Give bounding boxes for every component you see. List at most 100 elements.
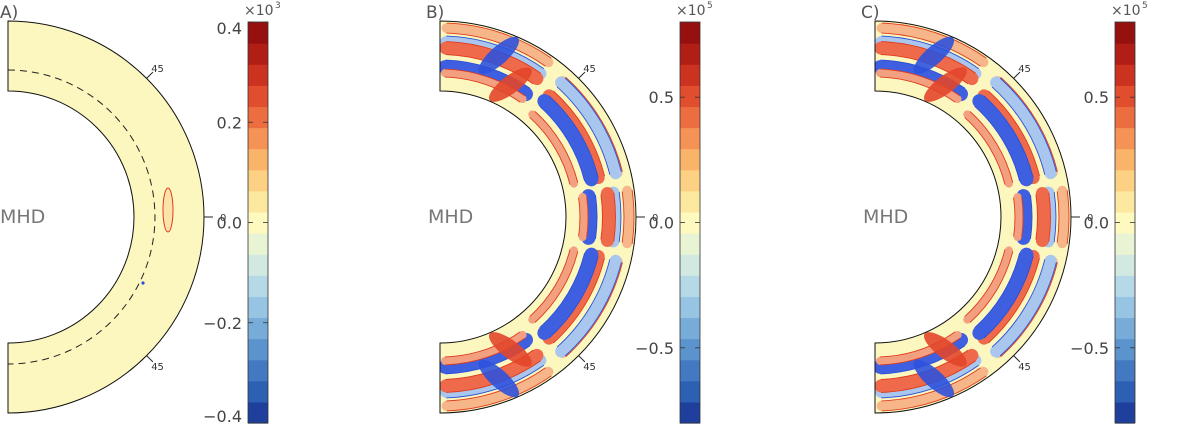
- colorbar: 0.5 0.0 −0.5 ×10 5: [635, 1, 713, 424]
- field-contours: [875, 22, 1070, 412]
- contour-line: [879, 76, 956, 103]
- contour-line: [881, 375, 987, 412]
- colorbar-swatch: [248, 211, 268, 234]
- contour-band: [1016, 189, 1032, 245]
- contour-line: [988, 257, 1040, 344]
- contour-line: [988, 90, 1040, 177]
- contour-negative: [141, 281, 145, 285]
- colorbar-tick-label: 0.5: [649, 88, 674, 107]
- contour-line: [964, 117, 1006, 185]
- latitude-tick: [1013, 71, 1021, 79]
- contour-line: [1056, 191, 1060, 243]
- contour-band: [972, 247, 1034, 340]
- contour-patch: [913, 359, 955, 398]
- colorbar-swatch: [680, 401, 700, 424]
- colorbar-swatch: [680, 127, 700, 150]
- colorbar-swatch: [680, 275, 700, 297]
- contour-band: [876, 69, 962, 103]
- contour-line: [445, 337, 526, 366]
- contour-positive: [162, 187, 174, 233]
- colorbar-tick-label: 0.0: [649, 214, 674, 233]
- contour-line: [969, 111, 1014, 183]
- colorbar-swatch: [1115, 359, 1135, 382]
- contour-patch: [478, 36, 520, 75]
- colorbar-swatch: [1115, 380, 1135, 403]
- colorbar-swatch: [248, 22, 268, 44]
- shell-outline: [439, 20, 637, 414]
- contour-line: [974, 105, 1021, 182]
- colorbar-swatch: [248, 233, 268, 255]
- panel-label: A): [0, 3, 18, 23]
- contour-band: [990, 76, 1057, 180]
- contour-band: [528, 110, 578, 188]
- panel-label: C): [861, 3, 880, 23]
- latitude-label: 45: [583, 64, 596, 75]
- colorbar-swatch: [1115, 254, 1135, 276]
- annotation-label: MHD: [428, 206, 473, 228]
- latitude-label: 0: [652, 213, 658, 224]
- contour-line: [881, 22, 987, 59]
- contour-band: [972, 94, 1034, 187]
- colorbar-swatch: [248, 338, 268, 361]
- contour-band: [876, 331, 962, 365]
- contour-line: [539, 105, 586, 182]
- contour-line: [534, 111, 579, 183]
- contour-line: [999, 262, 1057, 357]
- contour-line: [881, 367, 981, 402]
- colorbar-swatch: [248, 127, 268, 150]
- contour-band: [1057, 185, 1069, 249]
- colorbar-swatch: [248, 190, 268, 213]
- contour-patch: [913, 36, 955, 75]
- shell-outline: [874, 20, 1072, 414]
- colorbar-swatch: [680, 317, 700, 340]
- colorbar-swatch: [680, 211, 700, 234]
- colorbar-swatch: [1115, 338, 1135, 361]
- colorbar-swatch: [1115, 127, 1135, 150]
- contour-line: [964, 249, 1006, 317]
- contour-band: [1013, 193, 1023, 241]
- contour-line: [879, 331, 956, 358]
- panel-label: B): [426, 3, 444, 23]
- contour-band: [622, 185, 634, 249]
- contour-band: [875, 60, 968, 102]
- colorbar-swatch: [1115, 64, 1135, 86]
- colorbar-swatch: [680, 106, 700, 129]
- colorbar-swatch: [248, 148, 268, 171]
- colorbar-swatch: [248, 169, 268, 192]
- latitude-tick: [578, 71, 586, 79]
- contour-line: [564, 77, 622, 172]
- colorbar-tick-label: 0.0: [1084, 214, 1109, 233]
- contour-line: [534, 251, 579, 323]
- colorbar-swatch: [1115, 43, 1135, 65]
- contour-line: [969, 251, 1014, 323]
- contour-band: [537, 94, 599, 187]
- contour-line: [999, 77, 1057, 172]
- colorbar-swatch: [1115, 296, 1135, 319]
- colorbar-swatch: [248, 275, 268, 297]
- contour-line: [1030, 195, 1033, 239]
- contour-line: [578, 197, 581, 237]
- colorbar-swatch: [680, 190, 700, 213]
- colorbar-swatch: [680, 296, 700, 319]
- colorbar-tick-label: 0.5: [1084, 88, 1109, 107]
- colorbar-multiplier: ×10: [1111, 3, 1141, 19]
- contour-band: [990, 254, 1057, 358]
- colorbar-swatch: [248, 254, 268, 276]
- panel-3: 45 0 45 C) MHD 0.5 0.0 −0.5 ×10 5: [861, 1, 1148, 424]
- colorbar-tick-label: 0.4: [217, 19, 242, 38]
- contour-line: [529, 117, 571, 185]
- colorbar-swatch: [1115, 169, 1135, 192]
- colorbar: 0.4 0.2 0.0 −0.2 −0.4 ×10 3: [203, 1, 281, 426]
- contour-line: [974, 252, 1021, 329]
- contour-band: [876, 366, 989, 411]
- annotation-label: MHD: [0, 206, 45, 228]
- contour-line: [548, 95, 599, 178]
- colorbar-exponent: 3: [275, 1, 281, 11]
- colorbar-swatch: [248, 317, 268, 340]
- contour-band: [1035, 187, 1051, 247]
- contour-line: [1053, 191, 1057, 243]
- colorbar-swatch: [680, 64, 700, 86]
- colorbar-swatch: [248, 380, 268, 403]
- colorbar-multiplier: ×10: [244, 3, 274, 19]
- contour-line: [880, 337, 961, 366]
